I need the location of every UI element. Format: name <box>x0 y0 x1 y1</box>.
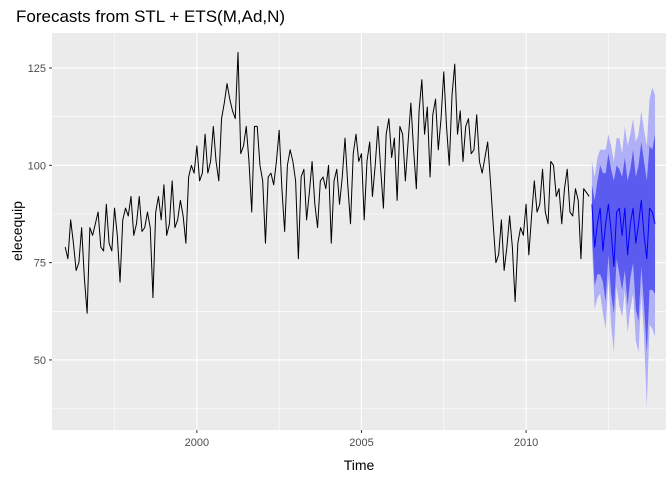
series-lines <box>64 51 656 314</box>
point-forecast-line <box>591 199 656 268</box>
y-tick-label: 75 <box>34 258 46 270</box>
y-tick-label: 125 <box>28 63 46 75</box>
x-axis-title: Time <box>344 457 375 473</box>
y-tick-label: 50 <box>34 355 46 367</box>
y-axis-ticks: 50 75 100 125 <box>28 63 52 367</box>
chart-title: Forecasts from STL + ETS(M,Ad,N) <box>16 7 285 26</box>
prediction-intervals <box>591 87 656 407</box>
minor-gridlines <box>52 33 666 430</box>
x-tick-label: 2010 <box>514 437 538 449</box>
major-gridlines <box>52 33 666 430</box>
y-tick-label: 100 <box>28 160 46 172</box>
interval-80-band <box>591 134 656 353</box>
plot-panel <box>52 33 666 430</box>
observed-series-line <box>64 51 590 314</box>
x-axis-ticks: 2000 2005 2010 <box>185 430 538 449</box>
x-tick-label: 2000 <box>185 437 209 449</box>
y-axis-title: elecequip <box>9 201 25 261</box>
x-tick-label: 2005 <box>349 437 373 449</box>
